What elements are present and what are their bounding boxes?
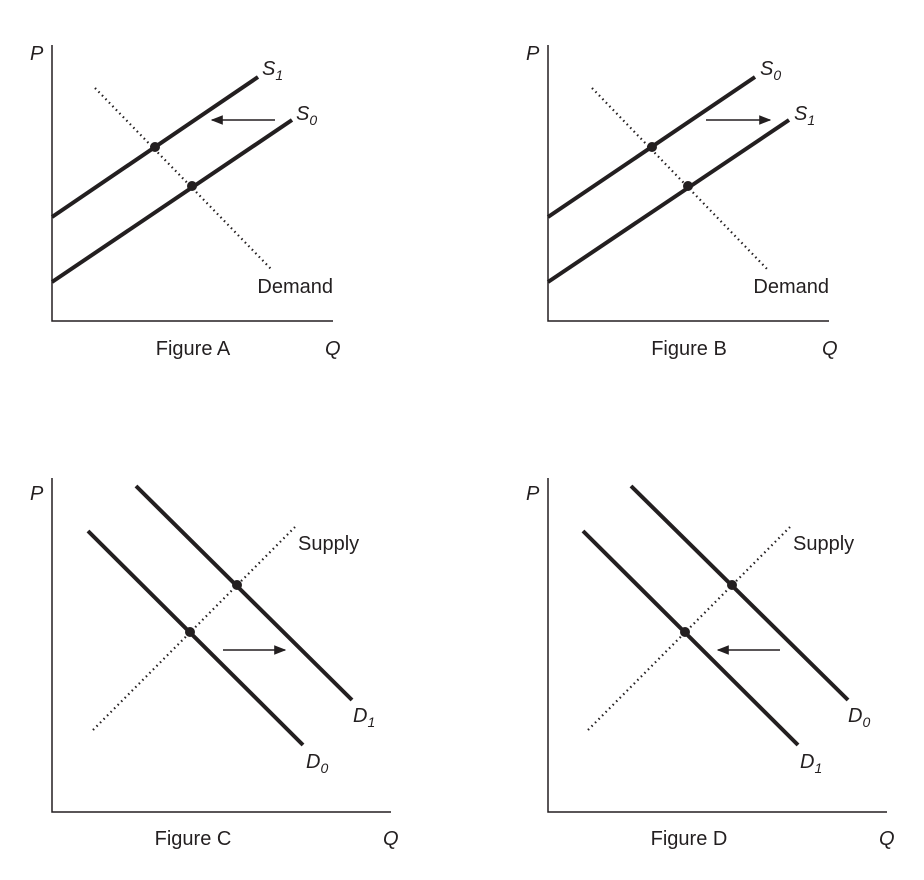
equilibrium-point — [647, 142, 657, 152]
q-axis-label: Q — [383, 828, 399, 850]
curve — [86, 529, 305, 747]
curve-label: S0 — [296, 103, 317, 128]
curve-letter: D — [306, 751, 320, 773]
curve-subscript: 0 — [773, 67, 781, 83]
curve-subscript: 0 — [862, 714, 870, 730]
axes — [547, 478, 887, 813]
curve-letter: S — [794, 103, 808, 125]
equilibrium-point — [185, 627, 195, 637]
curve — [629, 484, 850, 702]
dotted-curve — [587, 526, 791, 731]
equilibrium-point — [150, 142, 160, 152]
figure-title: Figure B — [651, 338, 727, 360]
q-axis-label: Q — [822, 338, 838, 360]
curve-label: S1 — [262, 58, 283, 83]
curve-letter: S — [296, 103, 310, 125]
curve-label-other: Demand — [257, 276, 333, 298]
p-axis-label: P — [30, 43, 44, 65]
equilibrium-point — [683, 181, 693, 191]
axes — [547, 45, 829, 322]
q-axis-label: Q — [879, 828, 895, 850]
axes — [51, 478, 391, 813]
curve — [50, 118, 294, 284]
dotted-curve — [92, 526, 296, 731]
figure-title: Figure C — [155, 828, 232, 850]
curve-subscript: 0 — [309, 112, 317, 128]
curve — [134, 484, 354, 702]
equilibrium-point — [727, 580, 737, 590]
curve-subscript: 1 — [807, 112, 815, 128]
curve — [546, 118, 791, 284]
curve-subscript: 1 — [814, 760, 822, 776]
curve-label-other: Supply — [298, 533, 359, 555]
curve — [581, 529, 800, 747]
equilibrium-point — [680, 627, 690, 637]
curve-label: S0 — [760, 58, 781, 83]
curve-letter: D — [353, 705, 367, 727]
q-axis-label: Q — [325, 338, 341, 360]
curve-label: D1 — [353, 705, 375, 730]
dotted-curve — [591, 87, 769, 271]
equilibrium-point — [232, 580, 242, 590]
curve-label-other: Demand — [753, 276, 829, 298]
p-axis-label: P — [30, 483, 44, 505]
figure-title: Figure D — [651, 828, 728, 850]
curve-label: D0 — [306, 751, 328, 776]
curve-subscript: 0 — [320, 760, 328, 776]
equilibrium-point — [187, 181, 197, 191]
figure-title: Figure A — [156, 338, 231, 360]
curve-letter: D — [800, 751, 814, 773]
axes — [51, 45, 333, 322]
p-axis-label: P — [526, 483, 540, 505]
curve-subscript: 1 — [367, 714, 375, 730]
curve-label: S1 — [794, 103, 815, 128]
dotted-curve — [94, 87, 273, 271]
curve-letter: S — [262, 58, 276, 80]
curve-letter: D — [848, 705, 862, 727]
curve-letter: S — [760, 58, 774, 80]
p-axis-label: P — [526, 43, 540, 65]
curve-label: D0 — [848, 705, 870, 730]
curve-subscript: 1 — [275, 67, 283, 83]
curve-label-other: Supply — [793, 533, 854, 555]
curve-label: D1 — [800, 751, 822, 776]
